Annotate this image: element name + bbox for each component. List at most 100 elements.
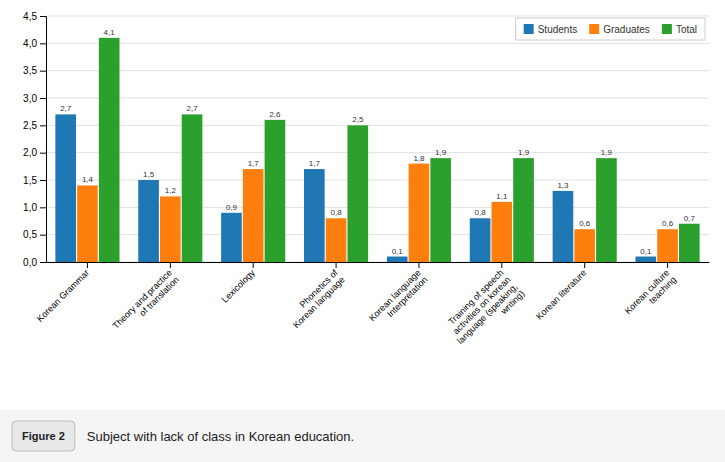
data-label: 0,6 (579, 219, 591, 228)
x-tick: Training of speechactivities on koreanla… (441, 262, 526, 353)
y-tick: 4,0 (23, 38, 46, 49)
x-tick-label-line: Korean Grammar (35, 268, 91, 324)
chart: 2,71,50,91,70,10,81,30,11,41,21,70,81,81… (0, 0, 725, 462)
y-tick-label: 4,5 (23, 11, 37, 22)
x-tick-label-line: teaching (647, 275, 678, 306)
bar-series (55, 114, 656, 262)
x-tick-label: Korean cultureteaching (623, 268, 678, 323)
legend-swatch (662, 24, 672, 34)
data-label: 0,1 (392, 247, 404, 256)
bar (430, 158, 451, 262)
x-tick-label-line: Theory and practice (111, 268, 174, 331)
x-tick-mark (501, 262, 502, 268)
data-label: 0,8 (331, 208, 343, 217)
y-tick-mark (40, 43, 46, 44)
x-tick-label: Phonetics ofKorean language (284, 267, 347, 330)
data-label: 0,1 (640, 247, 652, 256)
data-label: 1,1 (496, 192, 508, 201)
data-label: 2,6 (269, 110, 281, 119)
x-tick-label: Lexicology (220, 267, 257, 304)
y-axis-line (40, 17, 47, 263)
grid-line (46, 125, 709, 126)
bar (596, 158, 617, 262)
y-tick: 0,0 (23, 257, 46, 268)
y-tick-label: 2,5 (23, 120, 37, 131)
bar (553, 191, 574, 262)
data-label: 1,3 (557, 181, 569, 190)
y-tick-label: 1,0 (23, 202, 37, 213)
y-tick-mark (40, 180, 46, 181)
data-label: 1,9 (601, 148, 613, 157)
y-tick: 4,5 (23, 11, 46, 22)
y-tick-mark (40, 262, 46, 263)
y-tick-mark (40, 16, 46, 17)
figure-label-box: Figure 2 (12, 421, 75, 451)
grid-line (46, 43, 709, 44)
bar (221, 213, 242, 262)
legend-label: Students (538, 24, 577, 35)
x-tick-mark (87, 262, 88, 268)
y-axis: 0,00,51,01,52,02,53,03,54,04,5 (23, 11, 46, 268)
bar (182, 114, 203, 262)
bar (160, 196, 181, 262)
x-tick-label-line: of translation (137, 275, 181, 319)
data-label: 4,1 (104, 28, 116, 37)
legend: Students Graduates Total (516, 18, 705, 40)
x-tick-label-line: Lexicology (220, 267, 257, 304)
x-tick-label-line: Interpretation (385, 275, 430, 320)
data-label: 2,5 (352, 115, 364, 124)
x-axis-line (47, 262, 710, 263)
data-label: 0,6 (662, 219, 674, 228)
y-tick-mark (40, 98, 46, 99)
data-label: 1,9 (518, 148, 530, 157)
data-label: 1,4 (82, 175, 94, 184)
data-label: 0,9 (226, 203, 238, 212)
data-label: 1,9 (435, 148, 447, 157)
bar (304, 169, 325, 262)
bar (635, 257, 656, 262)
data-labels: 2,71,50,91,70,10,81,30,11,41,21,70,81,81… (60, 28, 695, 256)
y-tick-label: 3,5 (23, 65, 37, 76)
x-tick-label-line: writing) (498, 289, 526, 317)
y-tick-label: 3,0 (23, 93, 37, 104)
legend-swatch (524, 24, 534, 34)
grid (46, 16, 709, 262)
y-tick-mark (40, 235, 46, 236)
data-label: 1,7 (248, 159, 260, 168)
legend-label: Graduates (603, 24, 650, 35)
legend-label: Total (676, 24, 697, 35)
x-tick: Phonetics ofKorean language (284, 262, 347, 330)
x-tick-label: Korean Grammar (35, 268, 91, 324)
x-tick: Korean literature (534, 262, 588, 322)
caption: Figure 2 Subject with lack of class in Ko… (0, 410, 725, 462)
y-tick: 0,5 (23, 229, 46, 240)
y-tick: 3,5 (23, 65, 46, 76)
bar (491, 202, 512, 262)
bars (55, 38, 699, 262)
y-tick-label: 0,0 (23, 257, 37, 268)
figure-label-frame (12, 421, 75, 451)
x-axis: Korean Grammar Theory and practiceof tran… (35, 262, 710, 353)
bar (326, 218, 347, 262)
y-tick-mark (40, 153, 46, 154)
x-tick: Korean Grammar (35, 262, 91, 324)
bar (387, 257, 408, 262)
y-tick-label: 1,5 (23, 175, 37, 186)
bar (138, 180, 159, 262)
figure-caption: Subject with lack of class in Korean edu… (87, 429, 354, 444)
y-tick: 3,0 (23, 93, 46, 104)
legend-frame (516, 18, 705, 40)
y-tick: 1,0 (23, 202, 46, 213)
data-label: 1,5 (143, 170, 155, 179)
x-tick-mark (584, 262, 585, 268)
bar-series (99, 38, 700, 262)
bar (99, 38, 120, 262)
bar (55, 114, 76, 262)
bar (409, 164, 430, 262)
data-label: 1,2 (165, 186, 177, 195)
y-tick: 2,5 (23, 120, 46, 131)
bar (470, 218, 491, 262)
x-tick-mark (253, 262, 254, 268)
grid-line (46, 16, 709, 17)
bar (347, 125, 368, 262)
